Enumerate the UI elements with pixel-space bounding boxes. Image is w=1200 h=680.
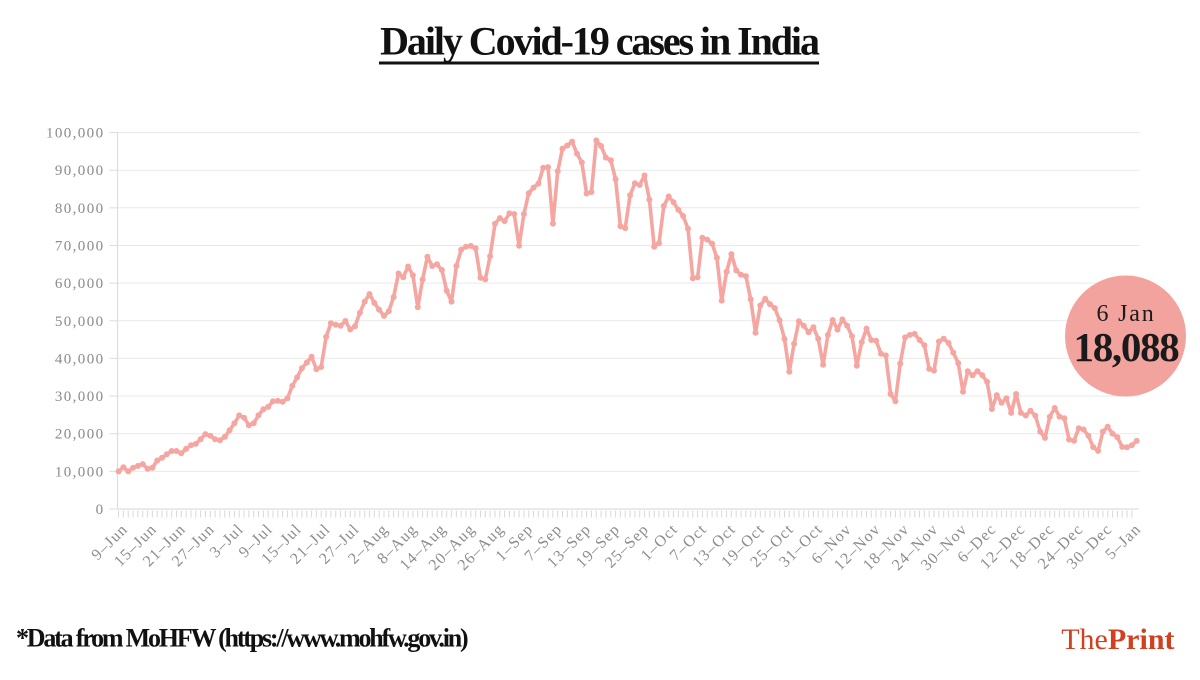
svg-text:80,000: 80,000: [55, 201, 105, 217]
svg-text:Daily Covid-19 cases in India: Daily Covid-19 cases in India: [380, 19, 820, 64]
svg-text:50,000: 50,000: [55, 314, 105, 330]
svg-text:90,000: 90,000: [55, 163, 105, 179]
svg-text:100,000: 100,000: [46, 126, 105, 142]
svg-text:60,000: 60,000: [55, 276, 105, 292]
svg-text:10,000: 10,000: [55, 464, 105, 480]
svg-text:*Data from MoHFW (https://www.: *Data from MoHFW (https://www.mohfw.gov.…: [16, 624, 468, 653]
svg-text:6 Jan: 6 Jan: [1097, 301, 1156, 327]
svg-text:20,000: 20,000: [55, 427, 105, 443]
svg-text:18,088: 18,088: [1074, 324, 1180, 370]
svg-text:40,000: 40,000: [55, 351, 105, 367]
svg-text:ThePrint: ThePrint: [1061, 623, 1174, 656]
svg-text:30,000: 30,000: [55, 389, 105, 405]
svg-text:70,000: 70,000: [55, 239, 105, 255]
svg-text:0: 0: [96, 502, 105, 518]
